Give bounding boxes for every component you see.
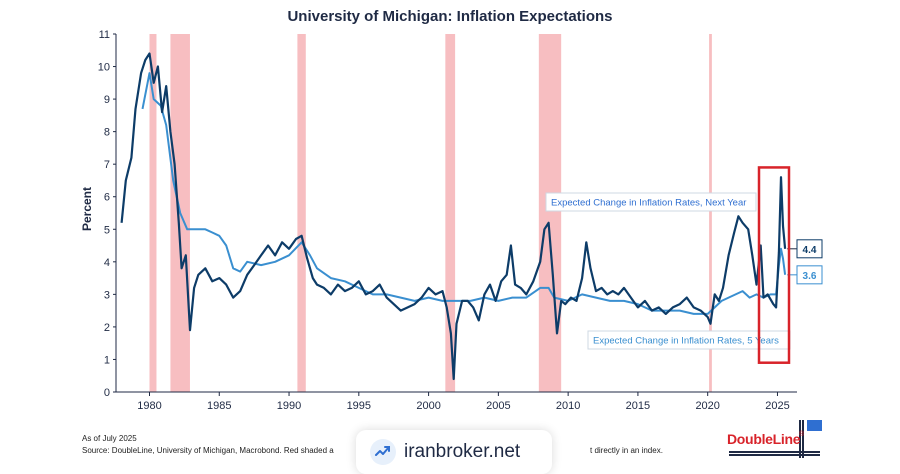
recession-band xyxy=(297,34,306,392)
watermark-badge: iranbroker.net xyxy=(356,430,552,474)
recession-band xyxy=(445,34,456,392)
logo-registered-mark: ® xyxy=(799,431,805,438)
x-tick-label: 2000 xyxy=(416,400,440,412)
x-tick-label: 1995 xyxy=(347,400,371,412)
y-tick-label: 4 xyxy=(104,257,110,269)
watermark-text: iranbroker.net xyxy=(404,441,521,462)
as-of-note: As of July 2025 xyxy=(82,434,137,443)
y-tick-label: 11 xyxy=(99,29,110,41)
series-label-next-year: Expected Change in Inflation Rates, Next… xyxy=(551,198,746,209)
logo-text: DoubleLine xyxy=(727,431,801,447)
x-tick-label: 2005 xyxy=(486,400,510,412)
source-note: Source: DoubleLine, University of Michig… xyxy=(82,446,334,455)
y-tick-label: 0 xyxy=(104,387,110,399)
y-tick-label: 5 xyxy=(104,224,110,236)
y-tick-label: 10 xyxy=(98,62,110,74)
recession-band xyxy=(709,34,712,392)
series-line xyxy=(141,72,787,315)
x-tick-label: 1990 xyxy=(277,400,301,412)
end-value-label: 4.4 xyxy=(803,245,817,256)
end-value-box xyxy=(796,239,823,259)
y-tick-label: 1 xyxy=(104,354,110,366)
highlight-box xyxy=(757,166,791,364)
x-tick-label: 1985 xyxy=(207,400,231,412)
y-axis-label: Percent xyxy=(80,187,94,231)
end-value-box xyxy=(796,265,823,285)
y-tick-label: 3 xyxy=(104,289,110,301)
chart-title: University of Michigan: Inflation Expect… xyxy=(287,8,613,25)
series-lines xyxy=(120,52,787,381)
x-tick-label: 2025 xyxy=(765,400,789,412)
y-tick-label: 7 xyxy=(104,159,110,171)
x-tick-label: 2020 xyxy=(695,400,719,412)
x-tick-label: 2010 xyxy=(556,400,580,412)
trend-icon xyxy=(370,439,396,465)
series-line xyxy=(120,52,787,381)
series-label-next-year-box xyxy=(545,192,757,212)
recession-band xyxy=(149,34,157,392)
source-note-tail: t directly in an index. xyxy=(590,446,663,455)
y-tick-label: 9 xyxy=(104,94,110,106)
series-labels: Expected Change in Inflation Rates, Next… xyxy=(545,166,823,364)
doubleline-logo: DoubleLine ® xyxy=(727,420,823,460)
y-tick-label: 8 xyxy=(104,127,110,139)
y-tick-label: 2 xyxy=(104,322,110,334)
end-value-label: 3.6 xyxy=(803,271,817,282)
x-tick-label: 1980 xyxy=(137,400,161,412)
y-tick-label: 6 xyxy=(104,192,110,204)
recession-band xyxy=(538,34,562,392)
axes: 0 1 2 3 4 5 6 7 8 9 10 11 1980 1985 1990 1995 2000 2005 20… xyxy=(98,29,797,412)
series-label-5-years: Expected Change in Inflation Rates, 5 Ye… xyxy=(593,336,779,347)
x-tick-label: 2015 xyxy=(626,400,650,412)
